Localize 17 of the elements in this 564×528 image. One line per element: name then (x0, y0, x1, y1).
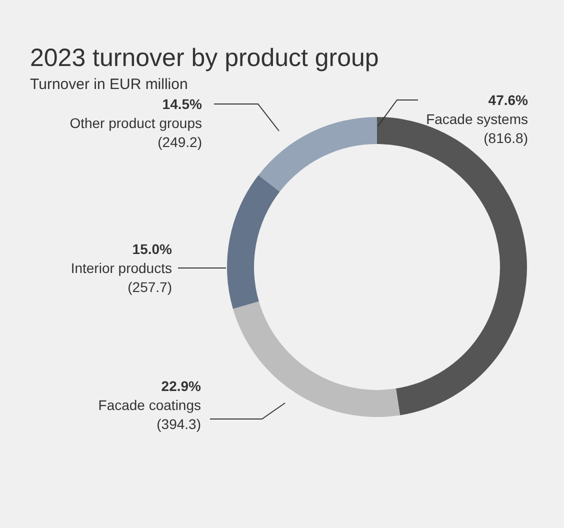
text: 47.6% (488, 92, 529, 108)
text: 14.5% (162, 96, 203, 112)
donut-slice (227, 175, 280, 309)
chart-subtitle: Turnover in EUR million (30, 76, 188, 93)
text: 15.0% (132, 241, 173, 257)
data-label: (257.7) (128, 279, 172, 295)
donut-slice (258, 117, 377, 192)
data-label: (394.3) (156, 416, 201, 432)
slice-label: Facade coatings (98, 397, 201, 413)
data-label: (249.2) (158, 134, 202, 150)
data-label: (816.8) (484, 130, 528, 146)
chart-title: 2023 turnover by product group (30, 44, 379, 73)
donut-slice (232, 301, 400, 417)
slice-label: Interior products (70, 260, 172, 276)
slice-label: Other product groups (70, 115, 202, 131)
slice-label: Facade systems (426, 111, 528, 127)
text: 22.9% (161, 378, 202, 394)
